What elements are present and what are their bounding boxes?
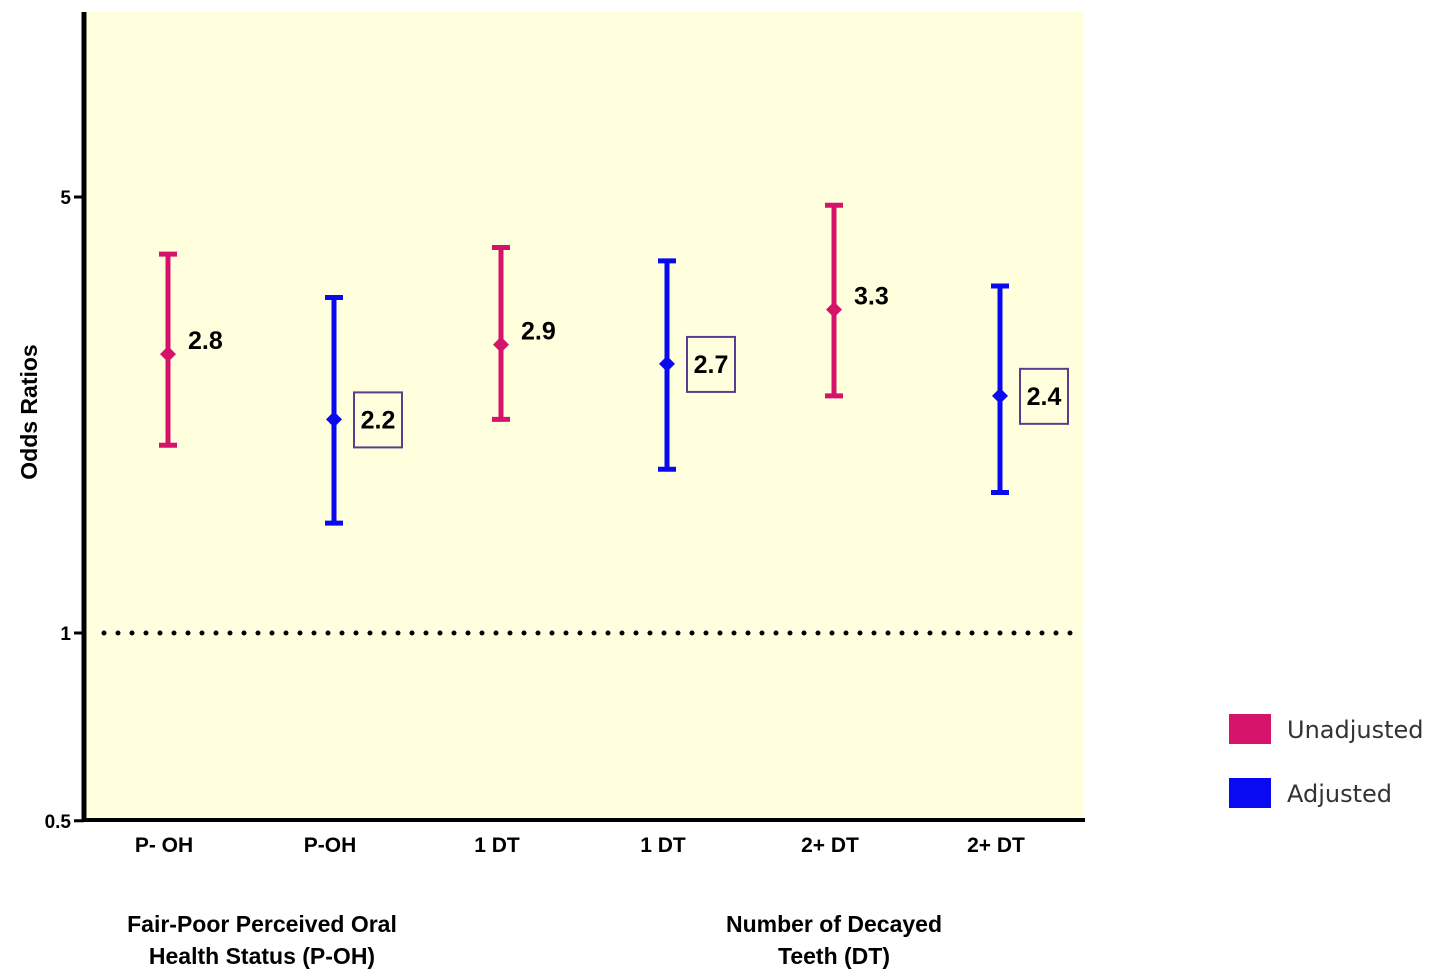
legend-item-unadjusted: Unadjusted — [1229, 714, 1424, 744]
value-label: 2.2 — [361, 406, 396, 434]
legend-item-adjusted: Adjusted — [1229, 778, 1392, 808]
plot-background — [84, 12, 1083, 820]
legend-label: Adjusted — [1287, 780, 1392, 808]
error-bar-adjusted-5 — [991, 283, 1009, 495]
error-bar-adjusted-3 — [658, 258, 676, 472]
x-tick-label: P-OH — [304, 834, 357, 857]
y-tick-label: 5 — [60, 188, 71, 209]
error-bar-adjusted-1 — [325, 295, 343, 526]
point-estimate-marker — [326, 411, 342, 428]
point-estimate-marker — [160, 346, 176, 363]
y-tick-label: 1 — [60, 624, 71, 645]
value-label-box — [353, 391, 403, 449]
error-bar-unadjusted-4 — [825, 202, 843, 399]
group-label: Fair-Poor Perceived Oral Health Status (P… — [127, 911, 397, 969]
x-tick-label: 1 DT — [640, 834, 686, 857]
value-label-box — [1019, 367, 1069, 425]
value-label: 2.8 — [188, 327, 223, 355]
group-label: Number of Decayed Teeth (DT) — [726, 911, 942, 969]
point-estimate-marker — [493, 336, 509, 353]
y-tick-label: 0.5 — [45, 812, 72, 833]
legend-swatch — [1229, 714, 1271, 744]
point-estimate-marker — [659, 355, 675, 372]
x-tick-label: 2+ DT — [967, 834, 1025, 857]
legend-swatch — [1229, 778, 1271, 808]
error-bar-unadjusted-2 — [492, 244, 510, 422]
y-axis-label: Odds Ratios — [16, 344, 42, 479]
value-label: 2.4 — [1027, 383, 1062, 411]
x-tick-label: 2+ DT — [801, 834, 859, 857]
error-bar-unadjusted-0 — [159, 251, 177, 448]
x-tick-label: P- OH — [135, 834, 193, 857]
x-tick-label: 1 DT — [474, 834, 520, 857]
point-estimate-marker — [992, 387, 1008, 404]
value-label: 2.9 — [521, 318, 556, 346]
value-label: 2.7 — [694, 351, 729, 379]
point-estimate-marker — [826, 301, 842, 318]
legend-label: Unadjusted — [1287, 716, 1424, 744]
value-label: 3.3 — [854, 283, 889, 311]
value-label-box — [686, 335, 736, 393]
